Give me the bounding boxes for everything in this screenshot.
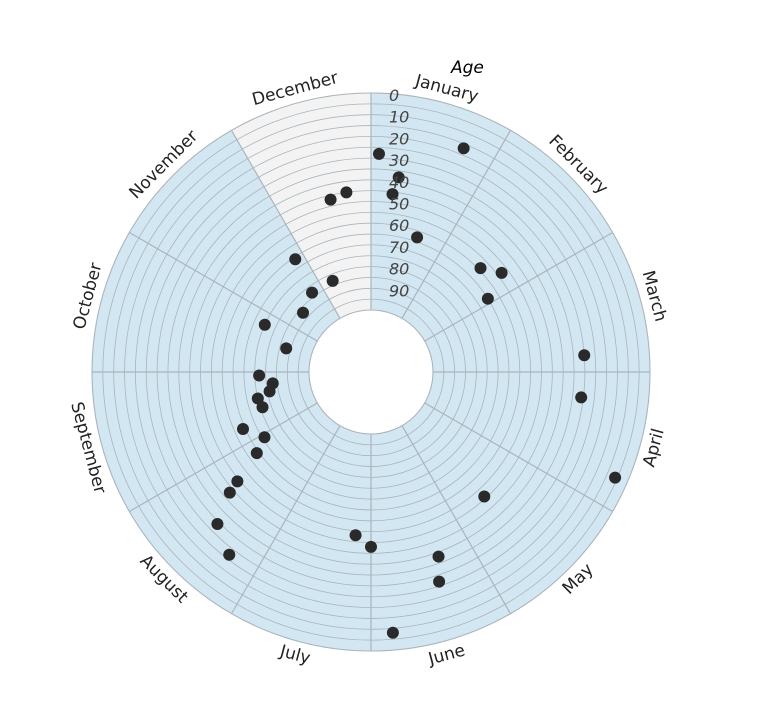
- data-point: [386, 188, 399, 201]
- data-point: [266, 377, 279, 390]
- data-point: [349, 529, 362, 542]
- data-point: [289, 253, 302, 266]
- data-point: [280, 342, 293, 355]
- data-point: [478, 490, 491, 503]
- data-point: [250, 447, 263, 460]
- grid-spoke-7: [230, 425, 341, 614]
- data-point: [474, 262, 487, 275]
- tick-label-20: 20: [389, 129, 409, 148]
- grid-spoke-10: [129, 231, 318, 342]
- grid-spoke-2: [424, 231, 613, 342]
- data-point: [372, 147, 385, 160]
- angular-grid: [92, 93, 650, 651]
- data-point: [297, 306, 310, 319]
- tick-label-50: 50: [389, 195, 409, 214]
- grid-spoke-11: [230, 130, 341, 319]
- data-point: [324, 193, 337, 206]
- data-points: [211, 142, 622, 639]
- tick-label-30: 30: [389, 151, 409, 170]
- data-point: [433, 575, 446, 588]
- data-point: [432, 550, 445, 563]
- radial-tick-labels: 0 10 20 30 40 50 60 70 80 90: [389, 86, 409, 300]
- sector-april: [424, 372, 650, 512]
- sector-january: [371, 93, 511, 319]
- grid-ring-100: [308, 309, 434, 435]
- tick-label-80: 80: [389, 260, 409, 279]
- tick-label-60: 60: [389, 216, 409, 235]
- data-point: [258, 318, 271, 331]
- tick-label-10: 10: [389, 108, 409, 127]
- data-point: [411, 231, 424, 244]
- grid-spoke-8: [129, 402, 318, 513]
- month-sectors: [92, 93, 650, 651]
- data-point: [575, 391, 588, 404]
- tick-label-40: 40: [389, 173, 409, 192]
- grid-spoke-4: [424, 402, 613, 513]
- sector-july: [231, 425, 371, 651]
- data-point: [326, 274, 339, 287]
- sector-december: [231, 93, 371, 319]
- sector-february: [402, 130, 613, 341]
- data-point: [340, 186, 353, 199]
- tick-label-90: 90: [389, 281, 409, 300]
- radial-axis-title: Age: [450, 58, 484, 78]
- data-point: [495, 266, 508, 279]
- grid-spoke-5: [401, 425, 512, 614]
- month-label-july: July: [277, 641, 313, 668]
- data-point: [386, 626, 399, 639]
- data-point: [306, 286, 319, 299]
- data-point: [392, 171, 405, 184]
- sector-may: [402, 403, 613, 614]
- tick-label-70: 70: [389, 238, 409, 257]
- data-point: [236, 422, 249, 435]
- data-point: [365, 540, 377, 553]
- data-point: [223, 548, 236, 561]
- data-point: [258, 431, 271, 444]
- data-point: [609, 471, 622, 484]
- data-point: [457, 142, 470, 155]
- data-point: [253, 369, 266, 382]
- data-point: [231, 475, 244, 488]
- month-label-june: June: [425, 641, 467, 670]
- sector-november: [129, 130, 340, 341]
- data-point: [481, 292, 494, 305]
- sector-june: [371, 425, 511, 651]
- data-point: [578, 349, 591, 362]
- data-point: [223, 486, 236, 499]
- grid-spoke-1: [401, 130, 512, 319]
- sector-march: [424, 232, 650, 372]
- data-point: [211, 517, 224, 530]
- sector-october: [92, 232, 318, 372]
- sector-august: [129, 403, 340, 614]
- tick-label-0: 0: [389, 86, 399, 105]
- data-point: [251, 392, 264, 405]
